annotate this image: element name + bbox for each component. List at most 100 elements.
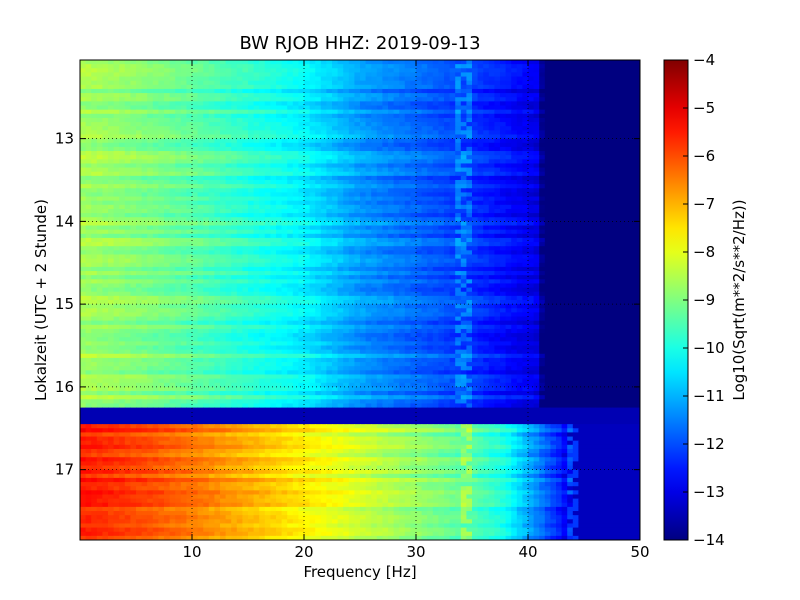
heatmap-cell [416,151,423,156]
heatmap-cell [628,97,635,102]
heatmap-cell [169,159,176,165]
heatmap-cell [544,171,551,177]
heatmap-cell [528,76,535,82]
heatmap-cell [337,101,344,107]
heatmap-cell [483,159,490,165]
heatmap-cell [242,60,249,65]
heatmap-cell [102,159,109,165]
heatmap-cell [309,167,316,173]
heatmap-cell [360,134,367,140]
heatmap-cell [365,237,372,243]
heatmap-cell [242,130,249,136]
heatmap-cell [567,113,574,119]
heatmap-cell [169,217,176,222]
heatmap-cell [584,225,591,231]
heatmap-cell [108,84,115,90]
heatmap-cell [572,64,579,69]
heatmap-cell [225,246,232,251]
heatmap-cell [393,254,400,260]
heatmap-cell [488,113,495,119]
heatmap-cell [158,155,165,160]
heatmap-cell [192,126,199,131]
heatmap-cell [516,126,523,131]
heatmap-cell [158,254,165,260]
heatmap-cell [589,213,596,218]
heatmap-cell [113,142,120,148]
heatmap-cell [438,122,445,127]
heatmap-cell [617,200,624,206]
heatmap-cell [438,213,445,218]
heatmap-cell [449,180,456,185]
heatmap-cell [192,254,199,260]
heatmap-cell [152,109,159,115]
heatmap-cell [528,101,535,107]
heatmap-cell [242,126,249,131]
heatmap-cell [304,246,311,251]
heatmap-cell [309,146,316,152]
heatmap-cell [220,163,227,169]
heatmap-cell [315,221,322,227]
heatmap-cell [343,101,350,107]
heatmap-cell [595,80,602,86]
heatmap-cell [460,126,467,131]
heatmap-cell [354,105,361,111]
heatmap-cell [96,237,103,243]
heatmap-cell [354,84,361,90]
heatmap-cell [444,113,451,119]
heatmap-cell [315,242,322,247]
heatmap-cell [371,200,378,206]
heatmap-cell [108,163,115,169]
heatmap-cell [516,184,523,189]
heatmap-cell [354,208,361,214]
heatmap-cell [595,229,602,235]
heatmap-cell [634,159,640,165]
heatmap-cell [427,242,434,247]
heatmap-cell [432,117,439,123]
heatmap-cell [225,242,232,247]
heatmap-cell [208,80,215,86]
heatmap-cell [416,80,423,86]
heatmap-cell [600,254,607,260]
heatmap-cell [91,237,98,243]
heatmap-cell [421,196,428,202]
heatmap-cell [192,159,199,165]
heatmap-cell [343,229,350,235]
heatmap-cell [472,60,479,65]
heatmap-cell [556,130,563,136]
heatmap-cell [584,134,591,140]
heatmap-cell [304,180,311,185]
heatmap-cell [416,126,423,131]
heatmap-cell [113,250,120,256]
heatmap-cell [192,221,199,227]
heatmap-cell [505,237,512,243]
heatmap-cell [348,258,355,264]
heatmap-cell [600,196,607,202]
heatmap-cell [91,68,98,74]
heatmap-cell [264,159,271,165]
heatmap-cell [628,88,635,94]
heatmap-cell [472,159,479,165]
heatmap-cell [561,237,568,243]
heatmap-cell [528,204,535,210]
heatmap-cell [455,167,462,173]
heatmap-cell [511,97,518,102]
heatmap-cell [634,254,640,260]
heatmap-cell [477,142,484,148]
heatmap-cell [85,97,92,102]
heatmap-cell [365,175,372,181]
heatmap-cell [80,134,87,140]
heatmap-cell [264,213,271,218]
heatmap-cell [617,246,624,251]
heatmap-cell [220,213,227,218]
heatmap-cell [253,229,260,235]
heatmap-cell [634,134,640,140]
heatmap-cell [348,84,355,90]
heatmap-cell [634,138,640,144]
heatmap-cell [628,184,635,189]
heatmap-cell [488,233,495,239]
heatmap-cell [399,175,406,181]
heatmap-cell [242,138,249,144]
heatmap-cell [421,159,428,165]
heatmap-cell [584,122,591,127]
heatmap-cell [404,138,411,144]
